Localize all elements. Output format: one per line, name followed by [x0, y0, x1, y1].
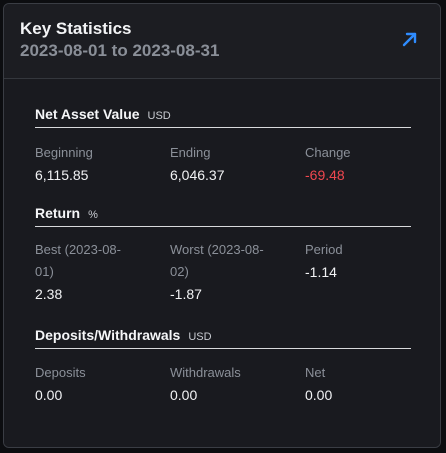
- stat-value: 0.00: [35, 387, 63, 403]
- beginning-stat: Beginning 6,115.85: [35, 142, 155, 186]
- stat-label: Net: [305, 365, 326, 380]
- stat-label: Period: [305, 242, 343, 257]
- section-header: Deposits/Withdrawals USD: [35, 325, 411, 349]
- card-header: Key Statistics 2023-08-01 to 2023-08-31: [4, 4, 440, 79]
- section-title: Return: [35, 205, 81, 221]
- stat-value: -1.14: [305, 264, 337, 280]
- section-title: Net Asset Value: [35, 106, 140, 122]
- arrow-up-right-icon[interactable]: [400, 29, 420, 49]
- stat-label-cont: 02): [170, 264, 189, 279]
- card-title: Key Statistics: [20, 19, 132, 38]
- worst-stat: Worst (2023-08- 02) -1.87: [170, 239, 290, 305]
- stat-value: -69.48: [305, 167, 345, 183]
- net-asset-value-section: Net Asset Value USD Beginning 6,115.85 En…: [35, 104, 411, 183]
- stat-value: 2.38: [35, 286, 63, 302]
- stat-value: 0.00: [170, 387, 198, 403]
- stat-value: 6,115.85: [35, 167, 89, 183]
- section-unit: %: [88, 209, 98, 221]
- deposits-withdrawals-section: Deposits/Withdrawals USD Deposits 0.00 Wi…: [35, 325, 411, 403]
- card-body: Net Asset Value USD Beginning 6,115.85 En…: [4, 79, 440, 447]
- net-stat: Net 0.00: [305, 362, 425, 406]
- ending-stat: Ending 6,046.37: [170, 142, 290, 186]
- date-range: 2023-08-01 to 2023-08-31: [20, 41, 220, 60]
- stat-label: Change: [305, 145, 351, 160]
- stat-label: Beginning: [35, 145, 93, 160]
- best-stat: Best (2023-08- 01) 2.38: [35, 239, 155, 305]
- stat-label: Withdrawals: [170, 365, 241, 380]
- deposits-stat: Deposits 0.00: [35, 362, 155, 406]
- key-statistics-card: Key Statistics 2023-08-01 to 2023-08-31 …: [3, 3, 441, 448]
- return-section: Return% Best (2023-08- 01) 2.38 Worst (2…: [35, 203, 411, 302]
- section-unit: USD: [147, 110, 171, 122]
- stat-label: Deposits: [35, 365, 86, 380]
- stat-value: 0.00: [305, 387, 333, 403]
- section-header: Return%: [35, 203, 411, 227]
- stat-label: Ending: [170, 145, 211, 160]
- stat-value: 6,046.37: [170, 167, 225, 183]
- section-unit: USD: [188, 331, 212, 343]
- period-stat: Period -1.14: [305, 239, 425, 283]
- change-stat: Change -69.48: [305, 142, 425, 186]
- arrow-up-right-icon-svg: [402, 32, 417, 47]
- section-title: Deposits/Withdrawals: [35, 327, 181, 343]
- stat-label-cont: 01): [35, 264, 54, 279]
- withdrawals-stat: Withdrawals 0.00: [170, 362, 290, 406]
- stat-value: -1.87: [170, 286, 202, 302]
- section-header: Net Asset Value USD: [35, 104, 411, 128]
- stat-label: Best (2023-08-: [35, 242, 121, 257]
- stat-label: Worst (2023-08-: [170, 242, 264, 257]
